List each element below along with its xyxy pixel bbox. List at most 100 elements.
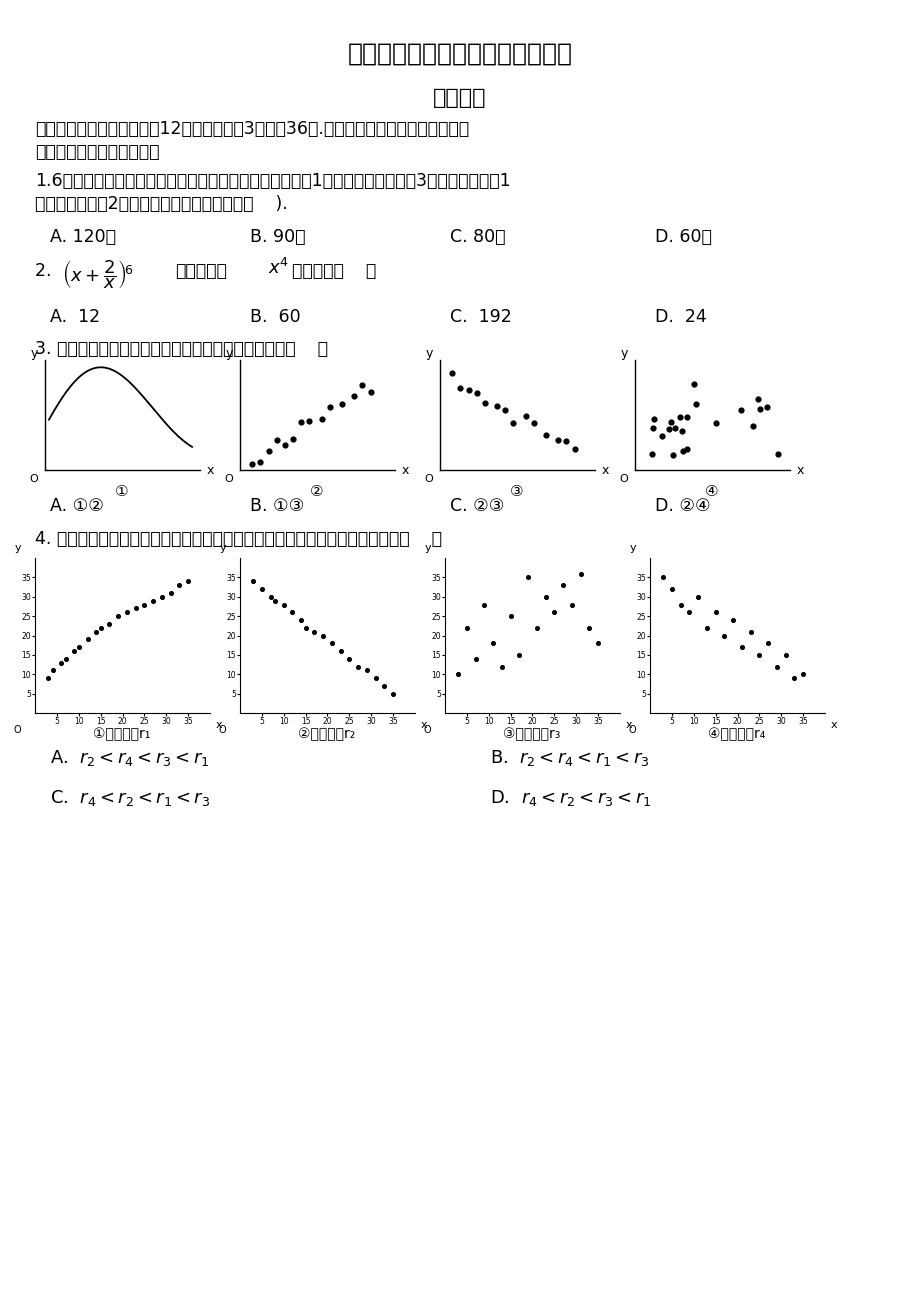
Point bbox=[529, 617, 544, 638]
Text: ③相关系数r₃: ③相关系数r₃ bbox=[503, 727, 560, 741]
Text: x: x bbox=[401, 464, 408, 477]
Point bbox=[686, 374, 701, 395]
Point bbox=[385, 684, 400, 704]
Point bbox=[67, 641, 82, 661]
Point bbox=[333, 641, 347, 661]
Text: 山西英才学校高中部线上期中测试: 山西英才学校高中部线上期中测试 bbox=[347, 42, 572, 66]
Text: O: O bbox=[628, 725, 636, 736]
Point bbox=[342, 648, 357, 669]
Point bbox=[244, 453, 259, 474]
Text: C. ②③: C. ②③ bbox=[449, 497, 504, 516]
Point bbox=[768, 656, 783, 677]
Text: C.  192: C. 192 bbox=[449, 309, 511, 326]
Point bbox=[163, 582, 177, 603]
Point bbox=[503, 605, 517, 626]
Point bbox=[644, 443, 659, 464]
Point bbox=[666, 418, 681, 439]
Text: ③: ③ bbox=[510, 484, 523, 499]
Text: A. 120种: A. 120种 bbox=[50, 228, 116, 246]
Text: ④: ④ bbox=[705, 484, 718, 499]
Text: y: y bbox=[425, 348, 432, 359]
Point bbox=[538, 586, 552, 607]
Point bbox=[582, 617, 596, 638]
Text: $x^4$: $x^4$ bbox=[267, 258, 289, 279]
Point bbox=[760, 633, 775, 654]
Text: x: x bbox=[625, 720, 631, 730]
Point bbox=[255, 578, 269, 599]
Point bbox=[505, 413, 520, 434]
Point bbox=[278, 435, 292, 456]
Point bbox=[324, 633, 339, 654]
Point bbox=[93, 617, 108, 638]
Point bbox=[690, 586, 705, 607]
Point bbox=[547, 602, 562, 622]
Text: y: y bbox=[629, 543, 635, 553]
Point bbox=[494, 656, 509, 677]
Text: 4. 对四组数据进行统计，获得以下散点图，关于其相关系数的比较，正确的是（    ）: 4. 对四组数据进行统计，获得以下散点图，关于其相关系数的比较，正确的是（ ） bbox=[35, 530, 441, 548]
Point bbox=[301, 410, 316, 431]
Point bbox=[673, 594, 687, 615]
Text: 1.6名同学到甲、乙、丙三个场馆做志愿者，每名同学只去1个场馆，甲场馆安排3名，乙场馆安排1: 1.6名同学到甲、乙、丙三个场馆做志愿者，每名同学只去1个场馆，甲场馆安排3名，… bbox=[35, 172, 510, 190]
Point bbox=[672, 406, 686, 427]
Point bbox=[154, 586, 169, 607]
Point bbox=[137, 594, 152, 615]
Text: ④相关系数r₄: ④相关系数r₄ bbox=[708, 727, 765, 741]
Text: 一、单项选择题（本大题共12小题，每小题3分，共36分.在每小题给出的四个选项中，只: 一、单项选择题（本大题共12小题，每小题3分，共36分.在每小题给出的四个选项中… bbox=[35, 120, 469, 138]
Point bbox=[485, 633, 500, 654]
Text: 3. 在下列各图中的两个变量具有线性相关关系的图是（    ）: 3. 在下列各图中的两个变量具有线性相关关系的图是（ ） bbox=[35, 340, 328, 358]
Text: y: y bbox=[219, 543, 225, 553]
Text: B.  $r_2 < r_4 < r_1 < r_3$: B. $r_2 < r_4 < r_1 < r_3$ bbox=[490, 749, 649, 768]
Point bbox=[550, 430, 565, 450]
Text: O: O bbox=[425, 474, 433, 484]
Text: C. 80种: C. 80种 bbox=[449, 228, 505, 246]
Point bbox=[355, 375, 369, 396]
Point bbox=[564, 594, 579, 615]
Point bbox=[795, 664, 810, 685]
Point bbox=[573, 562, 587, 583]
Point bbox=[307, 621, 322, 642]
Text: ②: ② bbox=[310, 484, 323, 499]
Point bbox=[675, 441, 690, 462]
Point bbox=[293, 609, 308, 630]
Point bbox=[377, 676, 391, 697]
Text: D. ②④: D. ②④ bbox=[654, 497, 709, 516]
Point bbox=[664, 578, 678, 599]
Point bbox=[751, 644, 766, 665]
Point bbox=[559, 430, 573, 450]
Text: ①: ① bbox=[115, 484, 129, 499]
Point bbox=[759, 396, 774, 417]
Text: x: x bbox=[215, 720, 221, 730]
Text: x: x bbox=[795, 464, 802, 477]
Text: O: O bbox=[424, 725, 431, 736]
Point bbox=[40, 668, 55, 689]
Point bbox=[646, 409, 661, 430]
Point bbox=[172, 574, 187, 595]
Text: 2.: 2. bbox=[35, 262, 57, 280]
Point bbox=[276, 594, 290, 615]
Point bbox=[744, 415, 759, 436]
Point bbox=[145, 590, 160, 611]
Point bbox=[45, 660, 60, 681]
Text: 展开式中含: 展开式中含 bbox=[175, 262, 227, 280]
Point bbox=[497, 400, 512, 421]
Point bbox=[665, 445, 680, 466]
Point bbox=[80, 629, 95, 650]
Point bbox=[733, 637, 748, 658]
Text: O: O bbox=[29, 474, 39, 484]
Point bbox=[119, 602, 134, 622]
Point bbox=[777, 644, 792, 665]
Point bbox=[314, 409, 329, 430]
Text: 项系数是（    ）: 项系数是（ ） bbox=[291, 262, 376, 280]
Point bbox=[687, 395, 702, 415]
Point bbox=[322, 397, 336, 418]
Point bbox=[512, 644, 527, 665]
Point bbox=[539, 424, 553, 445]
Text: y: y bbox=[14, 543, 21, 553]
Text: C.  $r_4 < r_2 < r_1 < r_3$: C. $r_4 < r_2 < r_1 < r_3$ bbox=[50, 788, 210, 809]
Text: y: y bbox=[619, 348, 627, 359]
Point bbox=[645, 417, 660, 437]
Point bbox=[661, 418, 675, 439]
Point bbox=[452, 378, 467, 398]
Text: y: y bbox=[424, 543, 430, 553]
Text: O: O bbox=[219, 725, 226, 736]
